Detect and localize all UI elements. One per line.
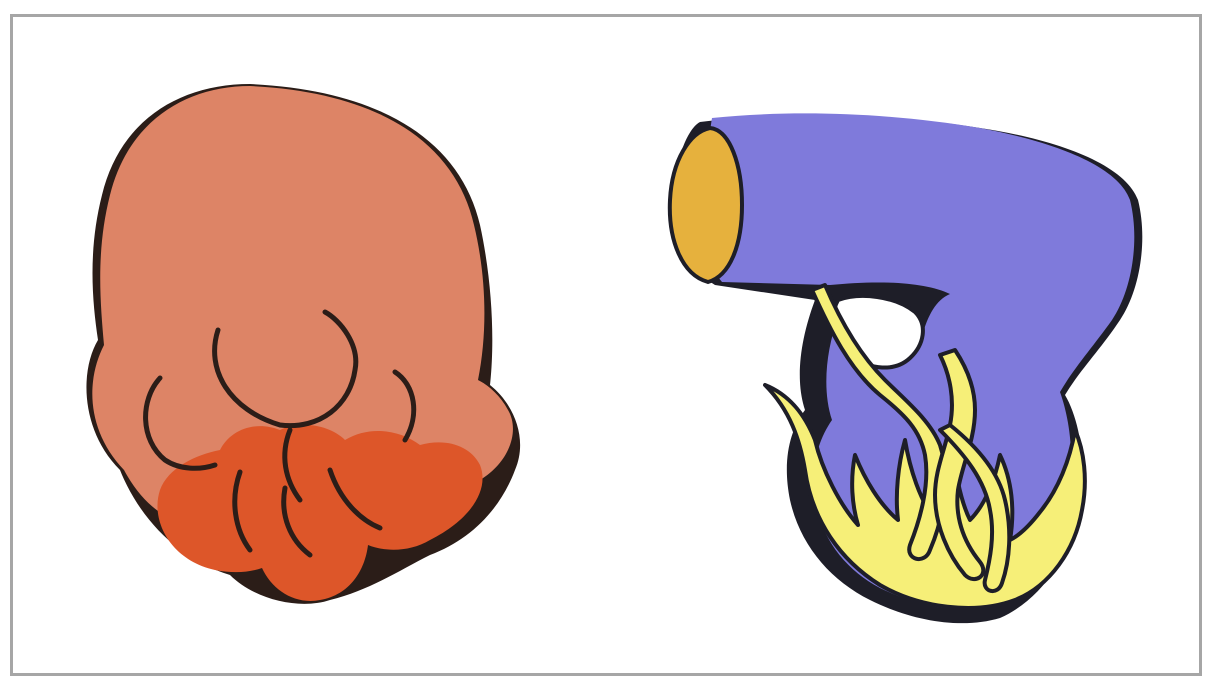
left-upper-lobe[interactable] (92, 86, 513, 520)
tendril-strand-1 (810, 283, 948, 561)
orange-cap[interactable] (667, 125, 745, 285)
yellow-tendrils[interactable] (763, 283, 1087, 610)
right-figure (667, 113, 1143, 624)
purple-body[interactable] (702, 113, 1135, 609)
tendril-strand-3 (938, 423, 1012, 593)
left-lower-lobes[interactable] (157, 424, 483, 601)
left-figure (86, 84, 521, 604)
left-contours (143, 309, 417, 558)
